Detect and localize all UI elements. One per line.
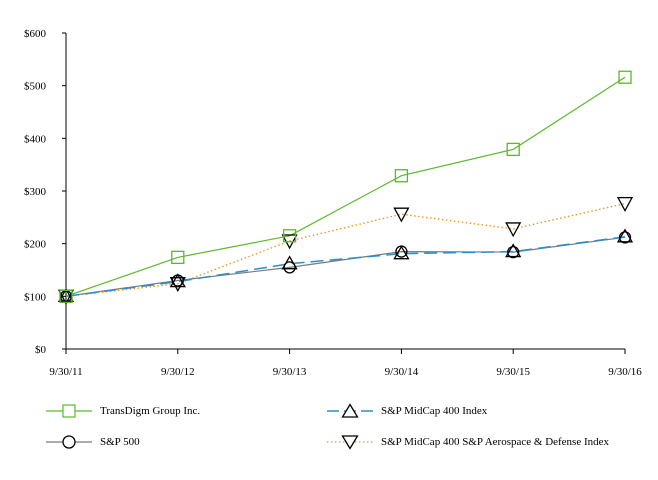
point-triangle-down-5 [616,196,634,213]
point-triangle-up-5 [616,228,634,243]
x-tick-label: 9/30/13 [273,366,307,378]
point-square-0 [59,289,73,303]
series-line-0 [65,76,626,297]
chart-series-lines [65,76,626,298]
x-tick-label: 9/30/11 [49,366,82,378]
point-triangle-down-4 [505,222,522,238]
point-square-2 [282,229,297,243]
point-square-5 [618,70,632,84]
point-triangle-up-3 [393,245,410,260]
point-square-3 [394,169,409,183]
chart-markers [57,70,634,305]
point-circle-5 [618,231,632,244]
y-tick-label: $300 [24,186,47,198]
series-line-3 [65,202,626,297]
x-tick-label: 9/30/14 [385,366,419,378]
y-tick-label: $0 [35,344,47,356]
point-circle-4 [507,245,520,259]
point-triangle-up-2 [281,255,298,270]
x-tick-label: 9/30/15 [496,366,530,378]
x-tick-label: 9/30/16 [608,366,642,378]
point-square-1 [171,250,185,265]
y-tick-label: $500 [24,81,47,93]
y-tick-label: $400 [24,133,47,145]
x-tick-label: 9/30/12 [161,366,195,378]
series-line-1 [65,236,626,298]
point-triangle-up-1 [169,273,186,288]
point-triangle-down-3 [393,207,410,223]
point-square-4 [506,142,520,157]
y-tick-label: $600 [24,28,47,40]
y-tick-label: $200 [24,239,47,251]
point-triangle-up-4 [505,243,522,258]
y-tick-label: $100 [24,291,47,303]
chart-axes: $0 $100 $200 $300 $400 $500 $600 9/30/11 9/30/12… [24,28,642,378]
point-triangle-up-0 [57,288,75,302]
